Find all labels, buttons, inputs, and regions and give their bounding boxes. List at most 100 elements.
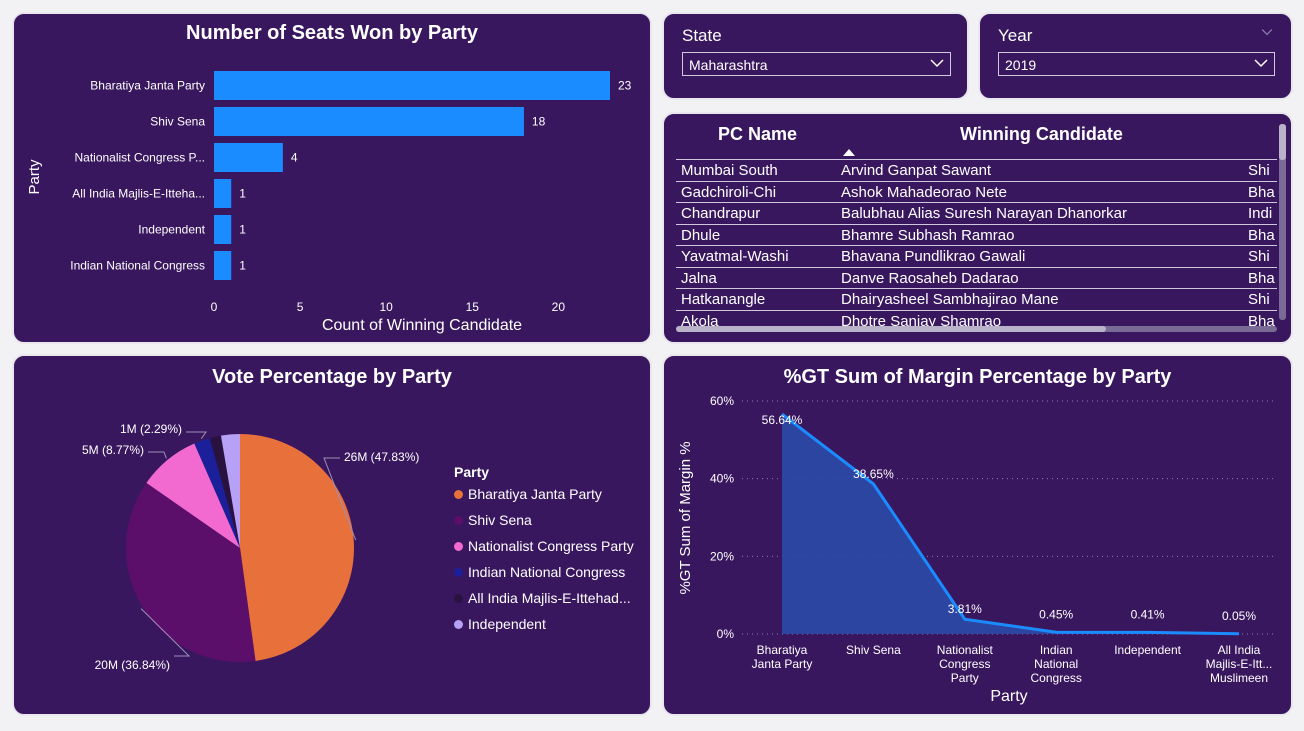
legend-label: Shiv Sena [468, 512, 532, 528]
bar [214, 179, 232, 208]
year-dropdown[interactable]: 2019 [998, 52, 1275, 76]
state-slicer-label: State [682, 26, 722, 45]
category-label: All India Majlis-E-Itteha... [72, 187, 205, 201]
party-cell: Bha [1248, 269, 1275, 287]
table-row[interactable]: Mumbai South Arvind Ganpat Sawant Shi [676, 159, 1277, 181]
pie-slice [220, 434, 240, 548]
data-label: 23 [618, 79, 632, 93]
legend-marker [454, 594, 463, 603]
category-label: Nationalist Congress P... [74, 151, 205, 165]
x-tick-label: Party [951, 671, 979, 685]
legend-item[interactable]: Nationalist Congress Party [454, 538, 634, 554]
candidate-cell: Dhotre Sanjay Shamrao [841, 312, 1002, 330]
y-tick-label: 40% [710, 472, 734, 486]
legend-item[interactable]: Indian National Congress [454, 564, 625, 580]
column-header-winning-candidate[interactable]: Winning Candidate [960, 124, 1123, 144]
chevron-down-icon [930, 59, 944, 68]
category-label: Bharatiya Janta Party [90, 79, 205, 93]
y-tick-label: 20% [710, 549, 734, 563]
pc-name-cell: Mumbai South [681, 162, 778, 179]
x-tick-label: National [1034, 657, 1078, 671]
leader-line [148, 451, 167, 459]
slice-data-label: 1M (2.29%) [120, 422, 182, 436]
bar [214, 215, 232, 244]
table-row[interactable]: Jalna Danve Raosaheb Dadarao Bha [676, 266, 1277, 289]
data-label: 0.45% [1039, 607, 1073, 621]
party-cell: Shi [1248, 162, 1270, 179]
x-tick-label: 0 [211, 300, 218, 314]
pie-legend: Party Bharatiya Janta Party Shiv Sena Nati… [454, 464, 644, 634]
vote-chart-title: Vote Percentage by Party [212, 366, 452, 388]
pc-name-cell: Yavatmal-Washi [681, 248, 789, 265]
party-cell: Bha [1248, 312, 1275, 330]
table-row[interactable]: Akola Dhotre Sanjay Shamrao Bha [676, 309, 1277, 332]
pie-slice [240, 434, 355, 661]
margin-area-panel: %GT Sum of Margin Percentage by Party 0%… [662, 354, 1293, 716]
y-axis-title: Party [26, 159, 43, 195]
sort-ascending-icon[interactable] [843, 148, 855, 156]
candidate-cell: Bhavana Pundlikrao Gawali [841, 248, 1026, 265]
collapse-chevron-icon[interactable] [1261, 28, 1273, 36]
margin-area-chart: 0% 20% 40% 60% 56.64% 38.65% 3.81% 0.45% 0.41% 0.… [677, 394, 1276, 705]
leader-line [186, 431, 207, 439]
state-dropdown[interactable]: Maharashtra [682, 52, 951, 76]
x-tick-label: 15 [466, 300, 480, 314]
seats-chart-title: Number of Seats Won by Party [186, 22, 478, 44]
legend-item[interactable]: Bharatiya Janta Party [454, 486, 602, 502]
x-tick-label: Janta Party [752, 657, 813, 671]
bar [214, 251, 232, 280]
legend-title: Party [454, 464, 490, 480]
y-tick-label: 0% [717, 627, 735, 641]
data-label: 3.81% [948, 602, 982, 616]
chevron-down-icon [1254, 59, 1268, 68]
legend-item[interactable]: Independent [454, 616, 546, 632]
x-tick-label: Indian [1040, 643, 1073, 657]
table-row[interactable]: Dhule Bhamre Subhash Ramrao Bha [676, 223, 1277, 246]
series-line [781, 412, 1240, 636]
data-label: 56.64% [762, 413, 803, 427]
table-row[interactable]: Gadchiroli-Chi Ashok Mahadeorao Nete Bha [676, 180, 1277, 203]
x-axis-title: Count of Winning Candidate [322, 317, 522, 334]
state-slicer: State Maharashtra [662, 12, 969, 100]
table-row[interactable]: Chandrapur Balubhau Alias Suresh Narayan … [676, 202, 1277, 224]
pc-name-cell: Jalna [681, 269, 717, 287]
y-tick-label: 60% [710, 394, 734, 408]
legend-item[interactable]: All India Majlis-E-Ittehad... [454, 590, 631, 606]
vertical-scrollbar-thumb[interactable] [1279, 124, 1286, 160]
party-cell: Indi [1248, 205, 1273, 222]
bar [214, 71, 610, 100]
data-label: 0.41% [1131, 607, 1165, 621]
category-label: Shiv Sena [150, 115, 205, 129]
candidate-cell: Dhairyasheel Sambhajirao Mane [841, 291, 1059, 308]
pie-slice [125, 482, 256, 662]
legend-marker [454, 516, 463, 525]
candidate-cell: Ashok Mahadeorao Nete [841, 183, 1007, 201]
vote-pie-chart: 26M (47.83%) 20M (36.84%) 5M (8.77%) 1M (2.… [82, 422, 419, 672]
y-axis-title: %GT Sum of Margin % [677, 441, 694, 594]
candidate-cell: Danve Raosaheb Dadarao [841, 269, 1019, 287]
candidate-cell: Bhamre Subhash Ramrao [841, 226, 1015, 244]
bar [214, 107, 524, 136]
horizontal-scrollbar-thumb[interactable] [676, 326, 1106, 332]
x-axis-title: Party [990, 688, 1027, 705]
pie-slice [146, 443, 240, 548]
party-cell: Shi [1248, 291, 1270, 308]
legend-item[interactable]: Shiv Sena [454, 512, 532, 528]
pie-slice [209, 435, 240, 548]
horizontal-scrollbar[interactable] [676, 326, 1277, 332]
pie-slice [194, 438, 240, 548]
data-label: 38.65% [853, 467, 894, 481]
category-label: Indian National Congress [70, 259, 205, 273]
leader-line [323, 457, 357, 541]
year-slicer: Year 2019 [978, 12, 1293, 100]
table-row[interactable]: Hatkanangle Dhairyasheel Sambhajirao Mane… [676, 288, 1277, 310]
party-cell: Bha [1248, 183, 1275, 201]
column-header-pc-name[interactable]: PC Name [718, 124, 798, 144]
legend-marker [454, 490, 463, 499]
x-tick-label: 5 [297, 300, 304, 314]
margin-chart-title: %GT Sum of Margin Percentage by Party [783, 366, 1172, 388]
legend-label: Nationalist Congress Party [468, 538, 634, 554]
vertical-scrollbar[interactable] [1279, 124, 1286, 320]
legend-label: Independent [468, 616, 546, 632]
table-row[interactable]: Yavatmal-Washi Bhavana Pundlikrao Gawali S… [676, 245, 1277, 267]
